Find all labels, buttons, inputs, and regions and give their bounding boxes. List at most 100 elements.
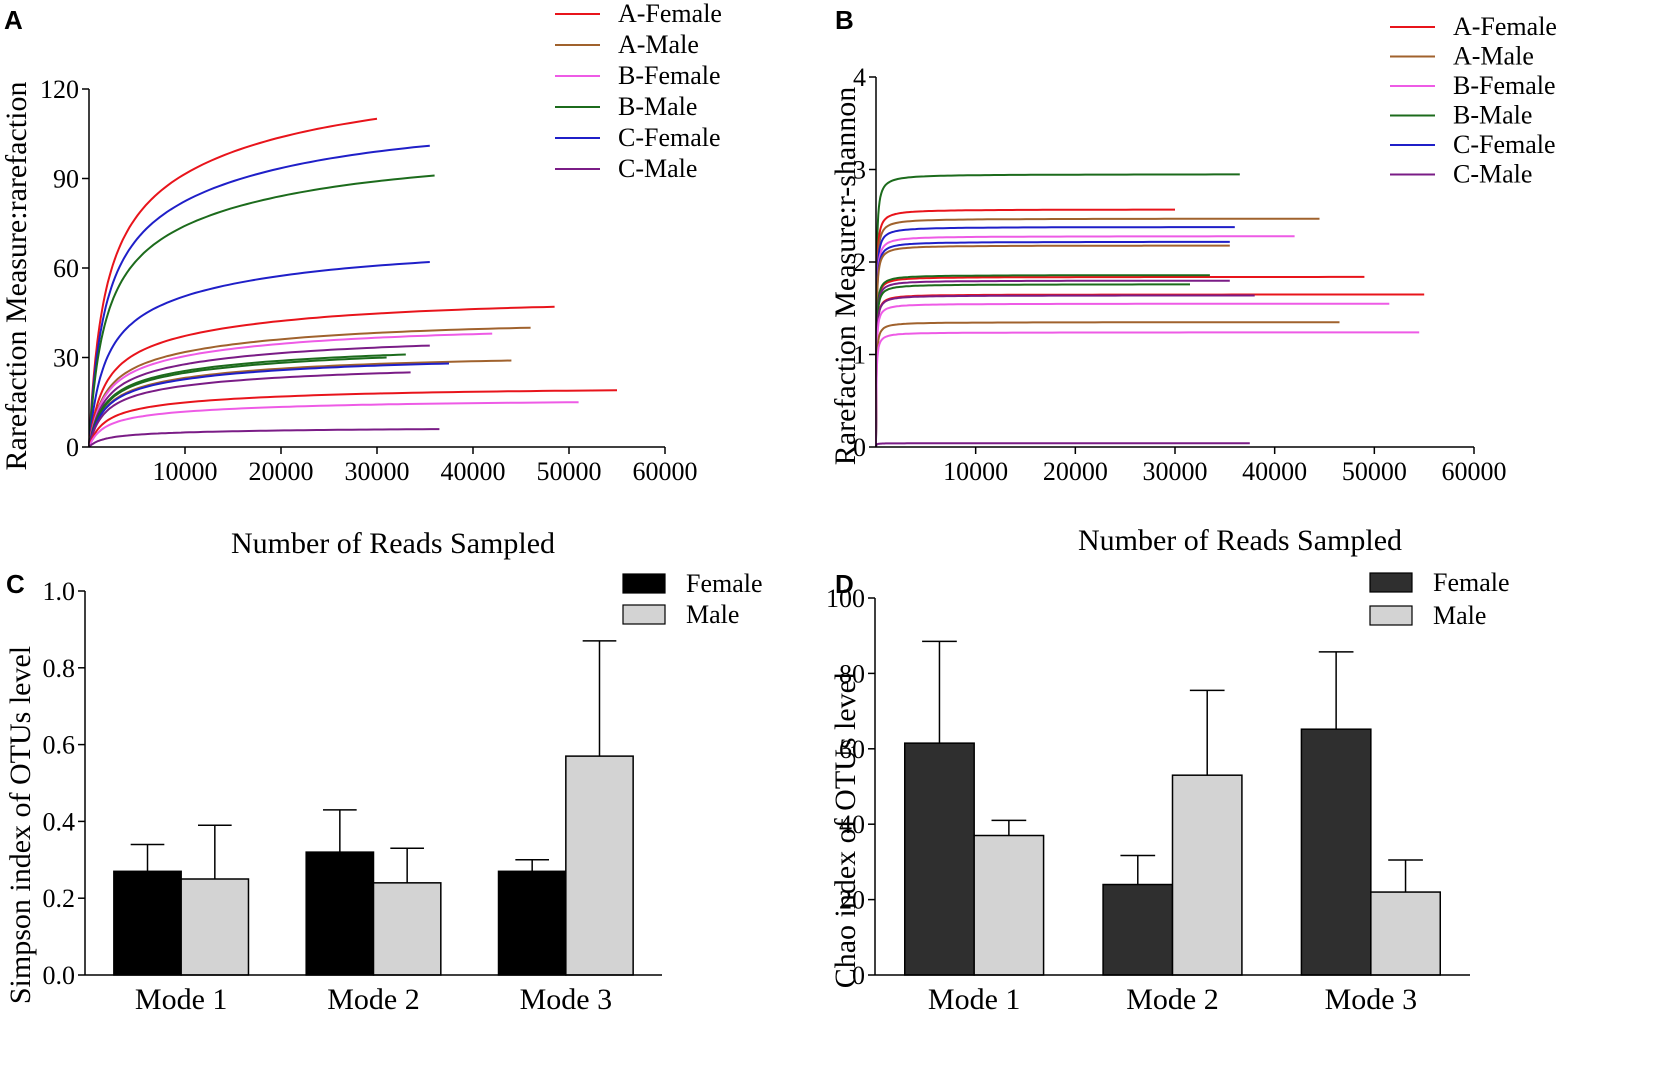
panel-c-category-label: Mode 2 [327, 983, 420, 1016]
panel-c-y-tick-label: 0.6 [43, 731, 76, 760]
panel-b-series-line-a-female [875, 208, 1175, 447]
panel-d-y-axis-title: Chao index of OTUs level [829, 672, 862, 989]
panel-d-y-tick-label: 80 [839, 659, 865, 688]
panel-a-axes: 10000 20000 30000 40000 50000 60000 0 30 60 90 120 [40, 75, 698, 486]
panel-b-axes: 10000 20000 30000 40000 50000 60000 0 1 2 3 4 [853, 63, 1507, 486]
panel-d-bar-female [1102, 883, 1174, 976]
panel-a-legend-label: A-Male [618, 30, 699, 59]
panel-b-x-tick-label: 60000 [1442, 457, 1507, 486]
panel-d-bar-male [1370, 891, 1442, 976]
panel-a-series-line-c-male [88, 428, 440, 448]
panel-b-y-tick-label: 2 [853, 248, 866, 277]
panel-label-b: B [835, 5, 854, 35]
panel-a-series-line-b-female [88, 332, 493, 448]
panel-b-series-line-a-male [875, 217, 1320, 447]
panel-d-category-label: Mode 2 [1126, 983, 1219, 1016]
panel-a-legend-label: B-Male [618, 92, 697, 121]
panel-b-series-line-b-female [875, 331, 1420, 447]
panel-a-x-tick-label: 30000 [345, 457, 410, 486]
panel-c-simpson-chart: C 0.0 0.2 0.4 0.6 0.8 1.0 Mode 1 Mode 2 Mode 3 F… [4, 569, 763, 1016]
panel-c-plot-area [113, 640, 634, 976]
panel-b-series-line-c-male [875, 279, 1230, 447]
panel-c-axes: 0.0 0.2 0.4 0.6 0.8 1.0 Mode 1 Mode 2 Mode 3 [43, 577, 662, 1016]
panel-c-legend-swatch [622, 604, 666, 625]
panel-c-bar-female [305, 851, 375, 976]
panel-b-series-line-a-female [875, 275, 1365, 447]
panel-b-x-tick-label: 20000 [1043, 457, 1108, 486]
panel-c-category-label: Mode 1 [135, 983, 228, 1016]
panel-b-series-line-c-female [875, 240, 1230, 447]
panel-a-rarefaction-chart: A 10000 20000 30000 40000 50000 6000003060901… [0, 0, 722, 560]
panel-a-series-line-c-female [88, 261, 430, 447]
panel-b-legend-label: A-Male [1453, 42, 1534, 71]
panel-d-legend-label: Female [1433, 568, 1510, 597]
panel-d-category-label: Mode 3 [1325, 983, 1418, 1016]
panel-a-x-tick-label: 50000 [537, 457, 602, 486]
panel-a-series-line-b-female [88, 401, 579, 448]
panel-b-y-tick-label: 0 [853, 433, 866, 462]
panel-c-bar-male [565, 755, 634, 976]
panel-a-y-tick-label: 30 [53, 344, 79, 373]
panel-a-plot-area [88, 117, 618, 448]
panel-d-category-label: Mode 1 [928, 983, 1021, 1016]
panel-b-series-line-c-female [875, 226, 1235, 447]
panel-c-category-label: Mode 3 [520, 983, 613, 1016]
panel-a-legend-label: C-Male [618, 154, 697, 183]
panel-d-bar-male [973, 834, 1045, 976]
panel-a-legend: A-FemaleA-MaleB-FemaleB-MaleC-FemaleC-Ma… [555, 0, 722, 183]
panel-d-axes: 0 20 40 60 80 100 Mode 1 Mode 2 Mode 3 [826, 584, 1470, 1016]
panel-a-y-tick-label: 90 [53, 165, 79, 194]
panel-a-series-line-c-male [88, 371, 411, 448]
panel-a-legend-label: A-Female [618, 0, 722, 28]
panel-b-x-tick-label: 30000 [1143, 457, 1208, 486]
panel-a-x-tick-label: 60000 [633, 457, 698, 486]
panel-label-a: A [4, 5, 23, 35]
panel-b-legend-label: B-Female [1453, 71, 1556, 100]
panel-b-series-line-b-female [875, 235, 1295, 447]
panel-b-legend-label: C-Female [1453, 130, 1556, 159]
panel-b-x-tick-label: 40000 [1242, 457, 1307, 486]
panel-b-shannon-chart: B 10000 20000 30000 40000 50000 60000 0 1 2 3 4 A-… [829, 5, 1557, 557]
panel-d-plot-area [904, 640, 1442, 976]
panel-a-x-tick-label: 10000 [153, 457, 218, 486]
panel-d-legend-swatch [1369, 605, 1413, 626]
panel-d-y-tick-label: 40 [839, 810, 865, 839]
panel-a-series-line-c-female [88, 144, 430, 447]
panel-a-x-tick-label: 20000 [249, 457, 314, 486]
panel-d-bar-female [1300, 728, 1372, 976]
panel-a-x-axis-title: Number of Reads Sampled [231, 527, 555, 560]
panel-d-bar-male [1171, 774, 1243, 976]
panel-b-y-axis-title: Rarefaction Measure:r-shannon [829, 87, 862, 465]
panel-b-y-tick-label: 4 [853, 63, 866, 92]
panel-c-bar-female [113, 870, 182, 976]
panel-b-legend: A-FemaleA-MaleB-FemaleB-MaleC-FemaleC-Ma… [1390, 12, 1557, 189]
panel-b-series-line-a-male [875, 244, 1230, 447]
panel-a-y-axis-title: Rarefaction Measure:rarefaction [0, 82, 33, 471]
panel-b-series-line-b-male [875, 173, 1240, 447]
panel-d-legend-swatch [1369, 572, 1413, 593]
panel-d-y-tick-label: 60 [839, 735, 865, 764]
panel-b-series-line-b-female [875, 302, 1390, 447]
panel-a-y-tick-label: 0 [66, 433, 79, 462]
panel-label-d: D [835, 569, 854, 599]
panel-b-x-tick-label: 50000 [1342, 457, 1407, 486]
panel-c-legend-swatch [622, 573, 666, 594]
panel-b-y-tick-label: 1 [853, 341, 866, 370]
panel-c-y-tick-label: 0.8 [43, 654, 76, 683]
panel-c-legend-label: Female [686, 569, 763, 598]
panel-c-legend-label: Male [686, 600, 739, 629]
panel-a-y-tick-label: 60 [53, 254, 79, 283]
panel-a-x-tick-label: 40000 [441, 457, 506, 486]
panel-b-legend-label: A-Female [1453, 12, 1557, 41]
panel-d-chao-chart: D 0 20 40 60 80 100 Mode 1 Mode 2 Mode 3 Female M… [826, 568, 1510, 1016]
panel-c-y-tick-label: 0.0 [43, 961, 76, 990]
panel-b-series-line-c-male [875, 294, 1255, 447]
panel-a-legend-label: C-Female [618, 123, 721, 152]
panel-b-y-tick-label: 3 [853, 156, 866, 185]
panel-b-series-line-a-female [875, 293, 1425, 447]
panel-b-series-line-b-male [875, 274, 1210, 447]
panel-b-series-line-a-male [875, 321, 1340, 447]
panel-b-legend-label: B-Male [1453, 101, 1532, 130]
